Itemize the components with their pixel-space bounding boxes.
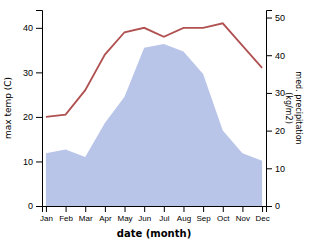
y-tick-mark	[36, 117, 42, 118]
x-tick-mark	[46, 206, 47, 212]
x-tick-mark	[105, 206, 106, 212]
y2-tick-label: 0	[275, 201, 280, 211]
precipitation-area	[46, 44, 262, 206]
y-tick: 20	[23, 112, 42, 122]
y2-axis-title: med. precipitation(kg/m2)	[284, 71, 303, 144]
y-tick-label: 20	[23, 112, 33, 122]
y2-tick: 10	[266, 164, 285, 174]
y2-tick-label: 50	[275, 13, 285, 23]
y2-tick-mark	[266, 18, 272, 19]
y-axis: 0 10 20 30 40	[23, 11, 43, 212]
y2-axis-title-line: (kg/m2)	[284, 92, 293, 124]
temperature-line	[46, 23, 262, 117]
y2-tick-mark	[266, 168, 272, 169]
chart-container: Jan Feb Mar Apr May Jun Jul Aug Sep Oct Nov Dec 0 10 2…	[0, 0, 318, 242]
x-tick-label: Nov	[236, 214, 250, 223]
x-axis: Jan Feb Mar Apr May Jun Jul Aug Sep Oct Nov Dec	[40, 206, 270, 223]
x-tick: Oct	[217, 206, 230, 223]
y2-tick-label: 10	[275, 164, 285, 174]
y2-tick-label: 20	[275, 126, 285, 136]
y-tick-label: 0	[28, 201, 33, 211]
x-axis-line	[43, 207, 267, 213]
y2-tick: 0	[266, 201, 280, 211]
x-tick-label: Apr	[99, 214, 112, 223]
x-tick: Nov	[236, 206, 250, 223]
x-tick-mark	[262, 206, 263, 212]
y2-tick: 30	[266, 88, 285, 98]
x-tick-label: Feb	[59, 214, 73, 223]
x-tick-label: May	[117, 214, 132, 223]
x-tick-label: Sep	[197, 214, 212, 223]
y-tick: 10	[23, 157, 42, 167]
x-tick-mark	[164, 206, 165, 212]
x-tick-mark	[144, 206, 145, 212]
y2-axis-title-line: med. precipitation	[294, 71, 303, 144]
x-tick-mark	[125, 206, 126, 212]
y2-axis: 0 10 20 30 40 50	[266, 11, 285, 212]
y2-tick-mark	[266, 131, 272, 132]
x-tick-mark	[183, 206, 184, 212]
x-axis-title: date (month)	[117, 228, 191, 239]
x-tick-label: Aug	[177, 214, 191, 223]
x-tick: Aug	[177, 206, 191, 223]
x-tick-mark	[203, 206, 204, 212]
y2-tick: 40	[266, 51, 285, 61]
y-axis-title: max temp (C)	[3, 77, 13, 139]
x-tick: Apr	[99, 206, 112, 223]
x-tick-label: Mar	[79, 214, 93, 223]
y2-tick-label: 30	[275, 88, 285, 98]
y-tick-label: 40	[23, 23, 33, 33]
x-tick: Dec	[255, 206, 269, 223]
y-axis-line	[36, 11, 43, 207]
y2-tick: 20	[266, 126, 285, 136]
y-tick: 40	[23, 23, 42, 33]
chart-svg: Jan Feb Mar Apr May Jun Jul Aug Sep Oct Nov Dec 0 10 2…	[0, 0, 318, 242]
x-tick: May	[117, 206, 132, 223]
y-tick-mark	[36, 161, 42, 162]
x-tick: Jan	[40, 206, 53, 223]
y2-tick-mark	[266, 55, 272, 56]
y2-axis-line	[267, 11, 273, 207]
x-tick: Mar	[79, 206, 93, 223]
x-tick: Feb	[59, 206, 73, 223]
x-tick-mark	[85, 206, 86, 212]
x-tick-label: Oct	[217, 214, 230, 223]
y2-tick-mark	[266, 93, 272, 94]
x-tick-mark	[66, 206, 67, 212]
x-tick: Jun	[138, 206, 151, 223]
x-tick-label: Jun	[138, 214, 151, 223]
x-tick-label: Jul	[159, 214, 169, 223]
y-tick-mark	[36, 206, 42, 207]
y2-tick-mark	[266, 206, 272, 207]
x-tick-mark	[223, 206, 224, 212]
y-tick-label: 30	[23, 68, 33, 78]
y-tick: 0	[28, 201, 42, 211]
y2-tick-label: 40	[275, 51, 285, 61]
y-tick: 30	[23, 68, 42, 78]
y-tick-label: 10	[23, 157, 33, 167]
x-tick-label: Jan	[40, 214, 53, 223]
x-tick-label: Dec	[255, 214, 269, 223]
y-tick-mark	[36, 72, 42, 73]
marks	[46, 23, 262, 206]
y-tick-mark	[36, 28, 42, 29]
x-tick-mark	[242, 206, 243, 212]
x-tick: Sep	[197, 206, 212, 223]
plot-area: Jan Feb Mar Apr May Jun Jul Aug Sep Oct Nov Dec 0 10 2…	[23, 11, 285, 223]
y2-tick: 50	[266, 13, 285, 23]
x-tick: Jul	[159, 206, 169, 223]
